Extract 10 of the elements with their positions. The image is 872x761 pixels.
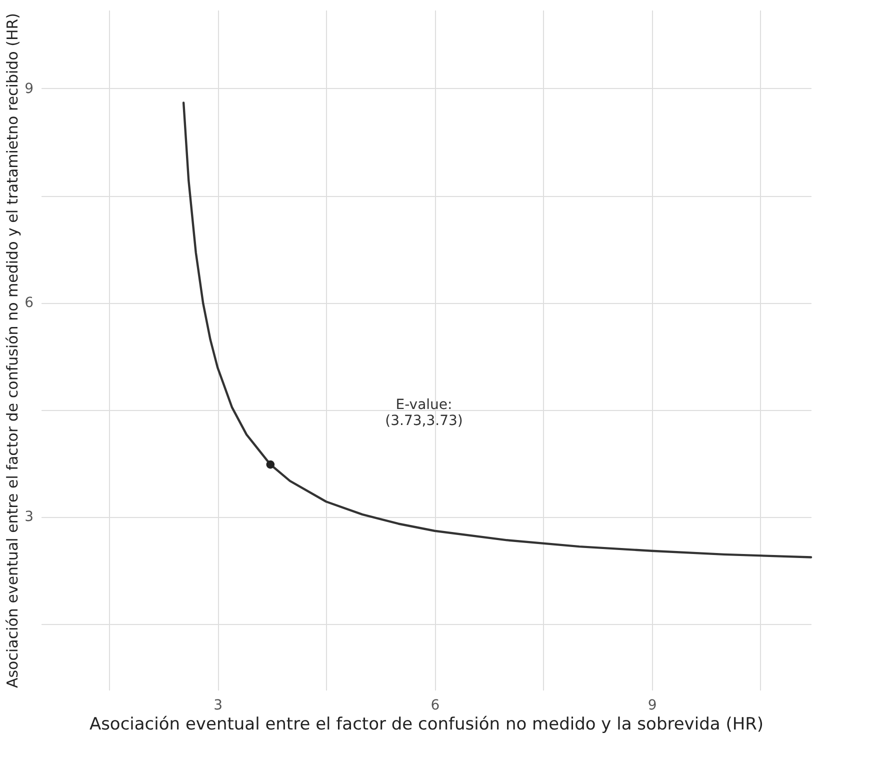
y-axis-title: Asociación eventual entre el factor de confusión no medido y el tratamietno recibido (HR): [4, 12, 22, 688]
x-tick-label: 6: [430, 698, 440, 714]
x-axis-title: Asociación eventual entre el factor de confusión no medido y la sobrevida (HR): [89, 714, 764, 734]
y-tick-label: 6: [24, 295, 34, 312]
annotation: E-value: (3.73,3.73): [385, 397, 463, 429]
y-tick-label: 9: [24, 80, 34, 97]
y-tick-label: 3: [24, 509, 34, 526]
x-tick-label: 3: [214, 698, 223, 714]
line-series: [182, 102, 812, 558]
x-tick-label: 9: [648, 698, 657, 714]
